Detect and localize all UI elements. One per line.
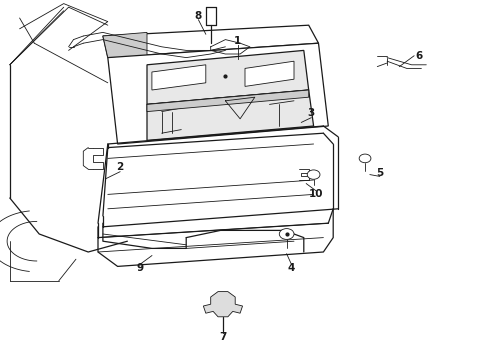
Text: 10: 10 — [309, 189, 323, 199]
Text: 6: 6 — [416, 51, 422, 61]
Text: 1: 1 — [234, 36, 241, 46]
Polygon shape — [203, 292, 243, 317]
Text: 5: 5 — [376, 168, 383, 178]
Polygon shape — [152, 65, 206, 90]
Text: 3: 3 — [308, 108, 315, 118]
Polygon shape — [147, 50, 309, 104]
Polygon shape — [103, 32, 147, 58]
Circle shape — [359, 154, 371, 163]
Text: 4: 4 — [288, 263, 295, 273]
Polygon shape — [147, 90, 309, 112]
Text: 9: 9 — [136, 263, 143, 273]
Text: 8: 8 — [195, 11, 202, 21]
Polygon shape — [103, 25, 318, 58]
Text: 7: 7 — [219, 332, 227, 342]
Circle shape — [279, 229, 294, 239]
Polygon shape — [108, 43, 328, 144]
Polygon shape — [147, 90, 314, 140]
Polygon shape — [245, 61, 294, 86]
Text: 2: 2 — [117, 162, 123, 172]
Circle shape — [307, 170, 320, 179]
